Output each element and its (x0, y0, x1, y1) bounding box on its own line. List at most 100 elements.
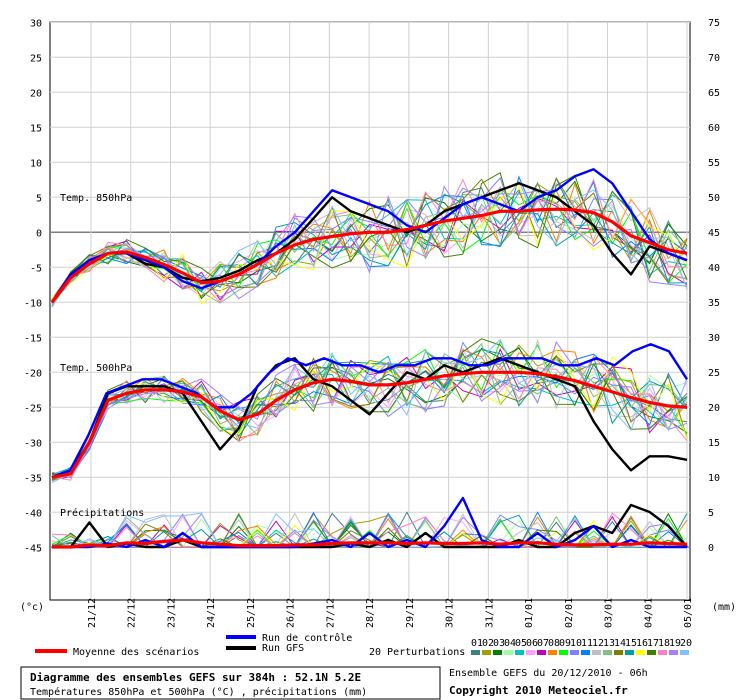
perturbation-swatch (614, 650, 623, 655)
perturbation-swatch (515, 650, 524, 655)
perturbation-id: 05 (515, 638, 527, 649)
perturbation-id: 01 (471, 638, 483, 649)
perturbation-swatch (658, 650, 667, 655)
perturbation-line (51, 338, 688, 482)
perturbation-id: 03 (493, 638, 505, 649)
right-tick-label: 55 (708, 158, 720, 169)
perturbation-swatch (504, 650, 513, 655)
chart-title: Diagramme des ensembles GEFS sur 384h : … (30, 671, 361, 684)
right-tick-label: 30 (708, 333, 720, 344)
right-tick-label: 45 (708, 228, 720, 239)
perturbation-swatch (493, 650, 502, 655)
left-tick-label: -35 (24, 473, 42, 484)
x-tick-label: 23/12 (166, 598, 177, 628)
left-tick-label: 15 (30, 123, 42, 134)
perturbation-id: 02 (482, 638, 494, 649)
right-tick-label: 0 (708, 543, 714, 554)
perturbation-swatch (647, 650, 656, 655)
legend-label-perturbations: 20 Perturbations (369, 647, 465, 658)
right-tick-label: 25 (708, 368, 720, 379)
right-tick-label: 15 (708, 438, 720, 449)
perturbation-line (51, 182, 688, 300)
perturbation-swatch (680, 650, 689, 655)
legend-label-mean: Moyenne des scénarios (73, 646, 199, 658)
x-tick-label: 05/01 (683, 598, 694, 628)
left-tick-label: -20 (24, 368, 42, 379)
x-tick-label: 03/01 (604, 598, 615, 628)
left-tick-label: 30 (30, 18, 42, 29)
x-tick-label: 28/12 (365, 598, 376, 628)
perturbation-id: 08 (548, 638, 560, 649)
main-series-lines (50, 168, 689, 549)
perturbation-swatch (603, 650, 612, 655)
panel-label-t500: Temp. 500hPa (60, 363, 132, 374)
right-tick-label: 65 (708, 88, 720, 99)
perturbation-swatch (592, 650, 601, 655)
perturbation-swatch (581, 650, 590, 655)
x-tick-label: 25/12 (246, 598, 257, 628)
x-tick-label: 31/12 (484, 598, 495, 628)
control-run-line-t850 (51, 168, 688, 303)
right-axis-unit-label: (mm) (712, 602, 736, 613)
right-tick-label: 35 (708, 298, 720, 309)
left-tick-label: -45 (24, 543, 42, 554)
legend-label-control: Run de contrôle (262, 632, 352, 644)
plot-border (49, 21, 691, 601)
left-tick-label: 5 (36, 193, 42, 204)
perturbation-id: 11 (581, 638, 593, 649)
copyright: Copyright 2010 Meteociel.fr (449, 684, 628, 697)
x-axis-ticks: 21/12 22/12 23/12 24/12 25/12 26/12 27/12 28/12… (87, 598, 694, 628)
perturbation-swatch (570, 650, 579, 655)
x-tick-label: 30/12 (445, 598, 456, 628)
perturbation-id: 14 (614, 638, 626, 649)
perturbation-swatch (669, 650, 678, 655)
mean-line-t850 (50, 207, 688, 304)
mean-line-precip (52, 538, 688, 549)
left-tick-label: 25 (30, 53, 42, 64)
x-tick-label: 01/01 (524, 598, 535, 628)
perturbation-id: 13 (603, 638, 615, 649)
perturbation-id: 06 (526, 638, 538, 649)
perturbation-line (51, 181, 688, 303)
x-tick-label: 24/12 (206, 598, 217, 628)
perturbation-id: 07 (537, 638, 549, 649)
perturbation-id: 19 (669, 638, 681, 649)
left-tick-label: 0 (36, 228, 42, 239)
left-tick-label: -25 (24, 403, 42, 414)
left-tick-label: -10 (24, 298, 42, 309)
perturbation-id: 10 (570, 638, 582, 649)
right-tick-label: 60 (708, 123, 720, 134)
title-box (20, 666, 441, 700)
x-tick-label: 22/12 (127, 598, 138, 628)
perturbation-line (51, 340, 688, 479)
perturbation-id: 16 (636, 638, 648, 649)
perturbation-id: 18 (658, 638, 670, 649)
left-tick-label: 10 (30, 158, 42, 169)
perturbation-id: 15 (625, 638, 637, 649)
right-tick-label: 70 (708, 53, 720, 64)
perturbation-line (51, 184, 688, 305)
perturbation-swatch (636, 650, 645, 655)
x-tick-label: 26/12 (286, 598, 297, 628)
gfs-run-line-t500 (51, 357, 688, 479)
perturbation-swatch (471, 650, 480, 655)
left-axis-ticks: 30 25 20 15 10 5 0 -5 -10 -15 -20 -25 -30 -35 -40 -45 (24, 18, 42, 554)
right-tick-label: 40 (708, 263, 720, 274)
x-tick-label: 21/12 (87, 598, 98, 628)
right-tick-label: 10 (708, 473, 720, 484)
perturbation-id: 17 (647, 638, 659, 649)
x-tick-label: 04/01 (643, 598, 654, 628)
grid-lines (49, 21, 691, 601)
gfs-run-line-precip (52, 503, 688, 549)
right-tick-label: 5 (708, 508, 714, 519)
right-tick-label: 75 (708, 18, 720, 29)
panel-label-t850: Temp. 850hPa (60, 193, 132, 204)
left-tick-label: -15 (24, 333, 42, 344)
perturbation-id: 09 (559, 638, 571, 649)
perturbation-line (51, 185, 688, 303)
perturbation-swatch (559, 650, 568, 655)
left-tick-label: -40 (24, 508, 42, 519)
ensemble-info: Ensemble GEFS du 20/12/2010 - 06h (449, 668, 648, 679)
